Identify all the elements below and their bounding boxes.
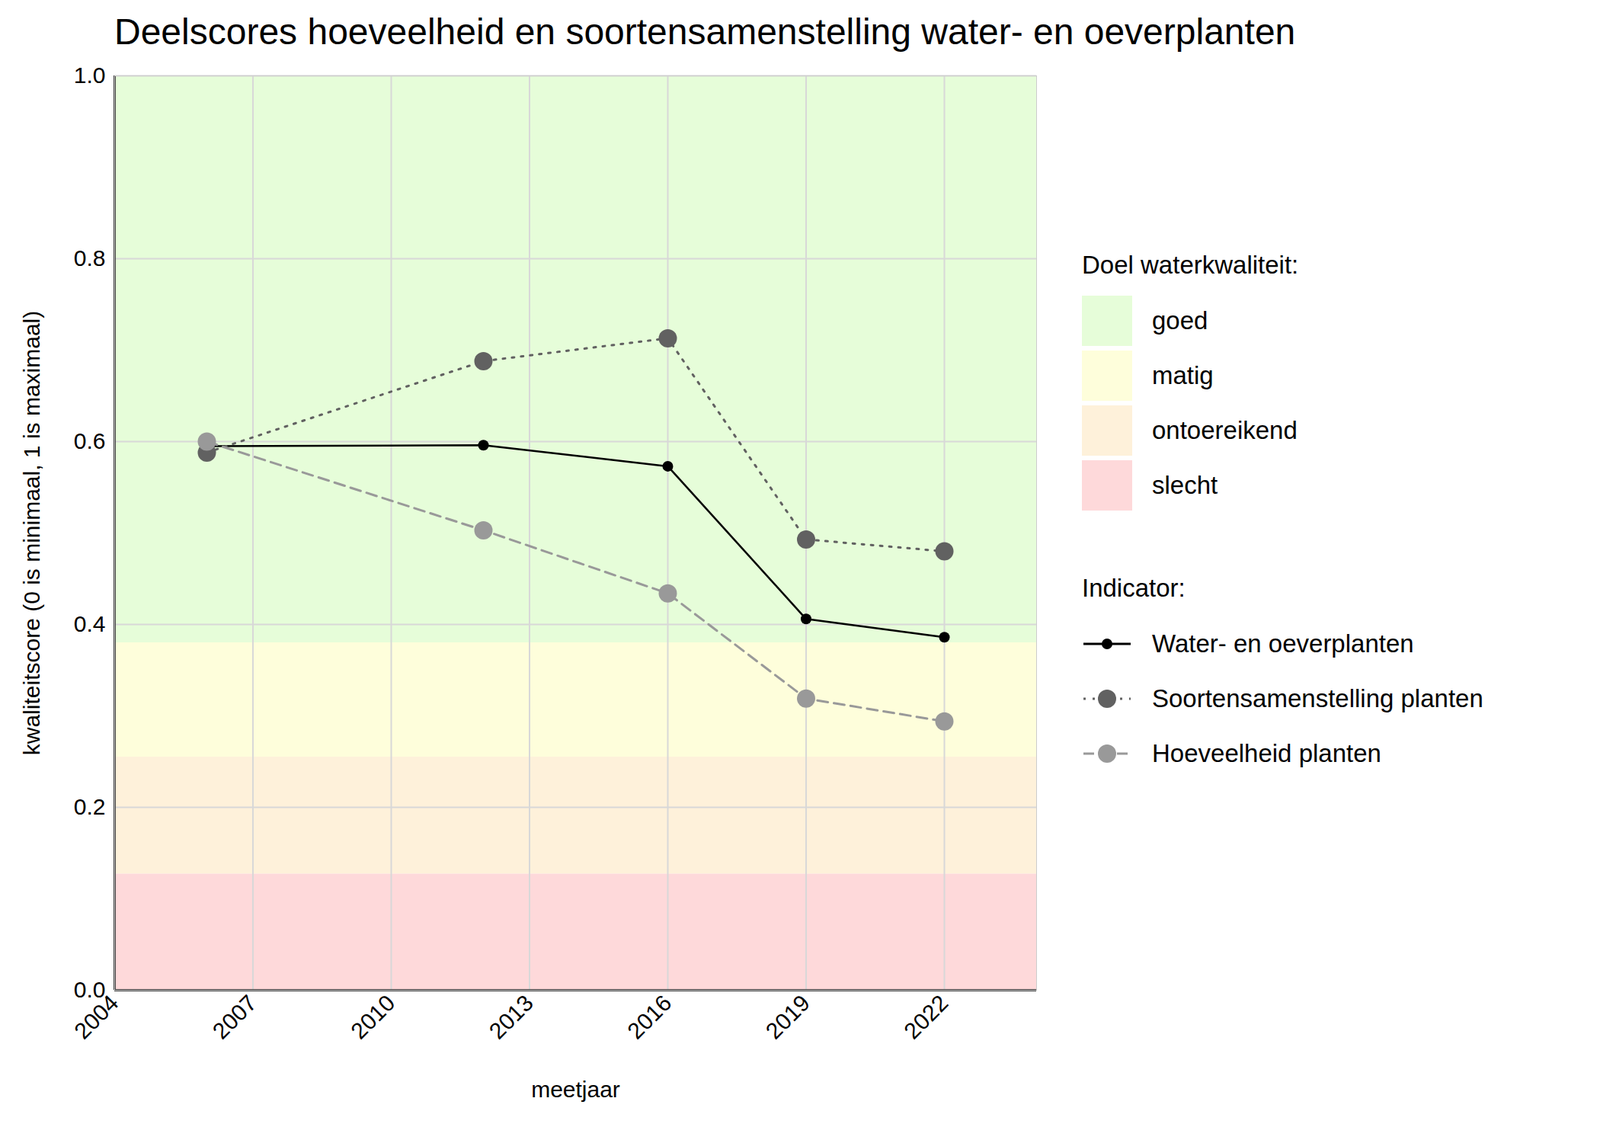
svg-text:2019: 2019 [760, 989, 815, 1044]
html-text:goed: goed [1152, 306, 1208, 335]
svg-text:meetjaar: meetjaar [531, 1076, 621, 1102]
html-text:matig: matig [1152, 361, 1214, 390]
svg-text:2010: 2010 [345, 989, 400, 1044]
svg-text:2022: 2022 [899, 989, 954, 1044]
svg-text:2013: 2013 [483, 989, 538, 1044]
svg-text:0.4: 0.4 [73, 611, 106, 637]
html-text:ontoereikend: ontoereikend [1152, 416, 1298, 445]
html-text:Water- en oeverplanten: Water- en oeverplanten [1152, 629, 1414, 658]
html-text:Indicator:: Indicator: [1081, 573, 1186, 602]
svg-text:0.2: 0.2 [73, 793, 106, 820]
svg-text:2007: 2007 [207, 989, 262, 1044]
html-text:slecht: slecht [1152, 470, 1218, 500]
html-text:Soortensamenstelling planten: Soortensamenstelling planten [1152, 684, 1484, 713]
html-text:Doel waterkwaliteit:: Doel waterkwaliteit: [1081, 250, 1299, 279]
svg-text:0.8: 0.8 [73, 245, 106, 271]
html-text:Deelscores hoeveelheid en soor: Deelscores hoeveelheid en soortensamenst… [114, 11, 1296, 52]
svg-text:0.0: 0.0 [73, 976, 106, 1002]
svg-text:kwaliteitscore (0 is minimaal,: kwaliteitscore (0 is minimaal, 1 is maxi… [19, 310, 45, 756]
html-text:Hoeveelheid planten: Hoeveelheid planten [1152, 739, 1382, 768]
svg-text:1.0: 1.0 [73, 62, 106, 88]
svg-text:2004: 2004 [69, 989, 124, 1044]
svg-text:2016: 2016 [622, 989, 677, 1044]
svg-text:0.6: 0.6 [73, 428, 106, 454]
